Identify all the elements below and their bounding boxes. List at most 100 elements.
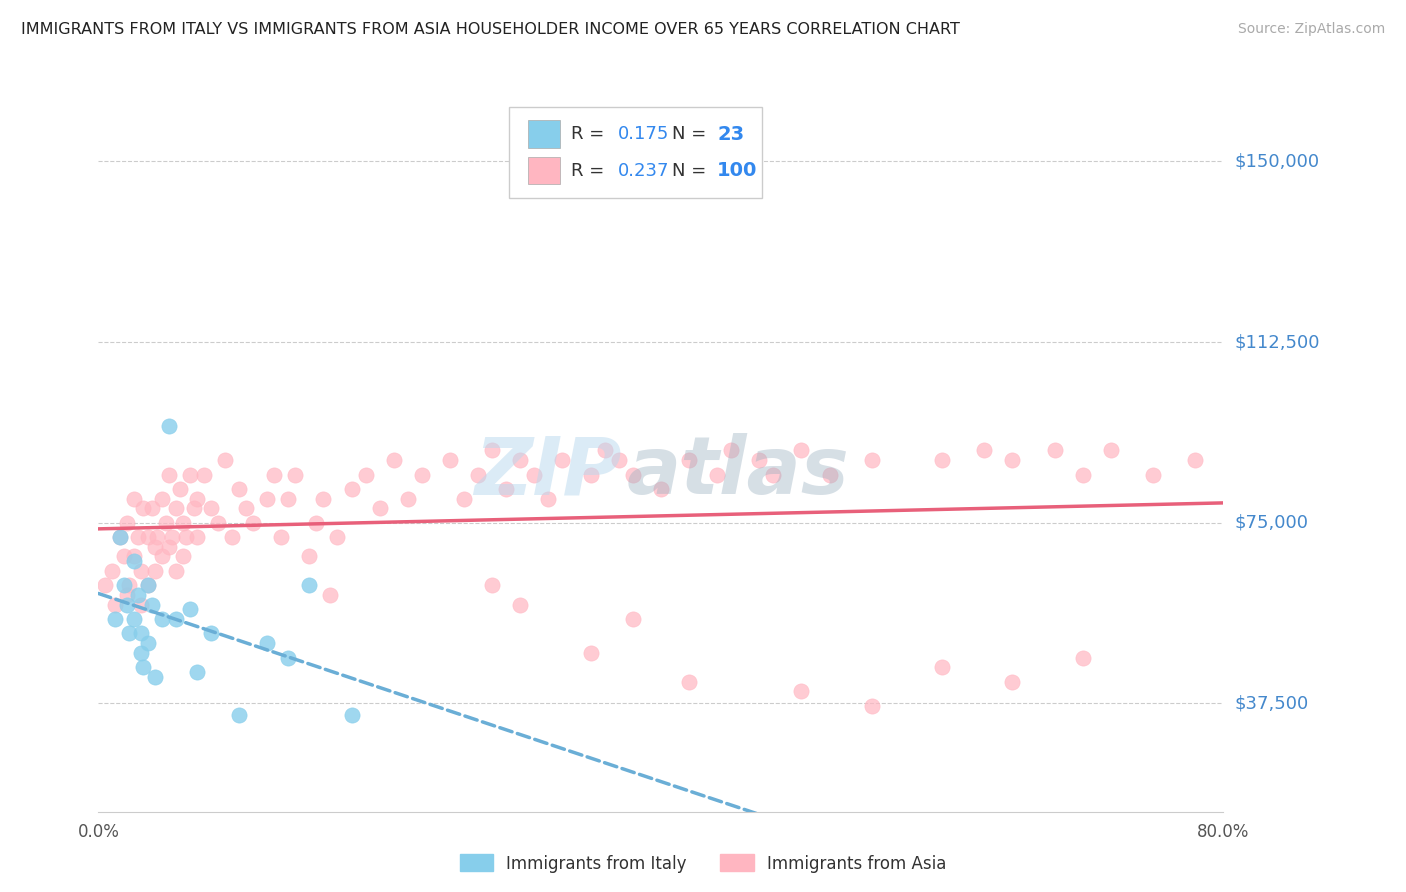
- Point: [650, 482, 672, 496]
- Point: [122, 554, 145, 568]
- Point: [481, 578, 503, 592]
- Point: [179, 467, 201, 482]
- Point: [169, 482, 191, 496]
- Point: [104, 612, 127, 626]
- Point: [132, 660, 155, 674]
- Point: [256, 636, 278, 650]
- Point: [200, 626, 222, 640]
- Point: [122, 549, 145, 564]
- Point: [157, 467, 180, 482]
- Point: [1099, 443, 1122, 458]
- Point: [160, 530, 183, 544]
- Point: [551, 453, 574, 467]
- Point: [179, 602, 201, 616]
- Point: [129, 598, 152, 612]
- Text: ZIP: ZIP: [474, 434, 621, 511]
- Point: [146, 530, 169, 544]
- Point: [481, 443, 503, 458]
- Point: [706, 467, 728, 482]
- Text: $112,500: $112,500: [1234, 333, 1320, 351]
- Point: [207, 516, 229, 530]
- Point: [495, 482, 517, 496]
- Point: [298, 578, 321, 592]
- Point: [277, 650, 299, 665]
- Point: [115, 516, 138, 530]
- Point: [115, 588, 138, 602]
- Point: [155, 516, 177, 530]
- Text: 0.237: 0.237: [619, 161, 669, 179]
- Text: 23: 23: [717, 125, 744, 144]
- Point: [621, 467, 644, 482]
- Point: [127, 530, 149, 544]
- Point: [678, 674, 700, 689]
- Text: 0.175: 0.175: [619, 125, 669, 143]
- Point: [284, 467, 307, 482]
- Point: [790, 684, 813, 698]
- Point: [860, 698, 883, 713]
- Point: [157, 540, 180, 554]
- Point: [101, 564, 124, 578]
- Text: IMMIGRANTS FROM ITALY VS IMMIGRANTS FROM ASIA HOUSEHOLDER INCOME OVER 65 YEARS C: IMMIGRANTS FROM ITALY VS IMMIGRANTS FROM…: [21, 22, 960, 37]
- Point: [193, 467, 215, 482]
- Point: [354, 467, 377, 482]
- Point: [973, 443, 995, 458]
- Point: [172, 516, 194, 530]
- Point: [340, 708, 363, 723]
- Point: [256, 491, 278, 506]
- Point: [127, 588, 149, 602]
- Point: [607, 453, 630, 467]
- Point: [523, 467, 546, 482]
- Point: [439, 453, 461, 467]
- Point: [1184, 453, 1206, 467]
- Text: N =: N =: [672, 125, 711, 143]
- Text: $37,500: $37,500: [1234, 694, 1309, 713]
- Point: [112, 578, 135, 592]
- Point: [579, 467, 602, 482]
- Point: [104, 598, 127, 612]
- FancyBboxPatch shape: [529, 120, 560, 148]
- Point: [305, 516, 328, 530]
- Point: [860, 453, 883, 467]
- Point: [1071, 467, 1094, 482]
- Point: [150, 612, 173, 626]
- Point: [720, 443, 742, 458]
- Point: [174, 530, 197, 544]
- Point: [678, 453, 700, 467]
- FancyBboxPatch shape: [529, 157, 560, 185]
- Point: [1001, 674, 1024, 689]
- Text: $150,000: $150,000: [1234, 153, 1319, 170]
- Point: [326, 530, 349, 544]
- Point: [242, 516, 264, 530]
- Point: [136, 578, 159, 592]
- Point: [368, 501, 391, 516]
- Point: [235, 501, 257, 516]
- Point: [129, 564, 152, 578]
- Legend: Immigrants from Italy, Immigrants from Asia: Immigrants from Italy, Immigrants from A…: [453, 847, 953, 880]
- Point: [143, 540, 166, 554]
- Point: [150, 549, 173, 564]
- Point: [467, 467, 489, 482]
- Point: [509, 453, 531, 467]
- Point: [108, 530, 131, 544]
- Text: N =: N =: [672, 161, 711, 179]
- Point: [621, 612, 644, 626]
- Text: $75,000: $75,000: [1234, 514, 1309, 532]
- Point: [172, 549, 194, 564]
- Text: 100: 100: [717, 161, 758, 180]
- Point: [319, 588, 342, 602]
- Point: [298, 549, 321, 564]
- Point: [214, 453, 236, 467]
- Point: [537, 491, 560, 506]
- Point: [108, 530, 131, 544]
- Point: [186, 530, 208, 544]
- Point: [221, 530, 243, 544]
- Point: [790, 443, 813, 458]
- Point: [593, 443, 616, 458]
- Point: [165, 564, 187, 578]
- Point: [115, 598, 138, 612]
- Point: [141, 501, 163, 516]
- Text: Source: ZipAtlas.com: Source: ZipAtlas.com: [1237, 22, 1385, 37]
- Point: [141, 598, 163, 612]
- Point: [1142, 467, 1164, 482]
- Point: [186, 491, 208, 506]
